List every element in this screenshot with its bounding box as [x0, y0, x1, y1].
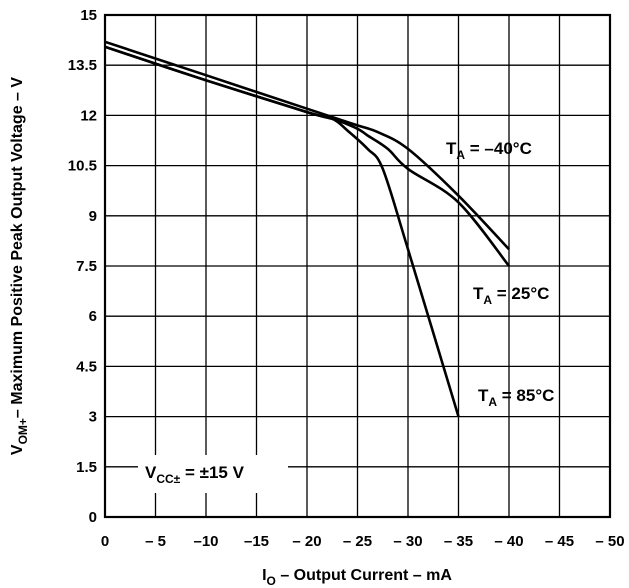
y-tick-label: 10.5	[68, 158, 97, 175]
plot-frame	[103, 13, 612, 519]
x-tick-label: –10	[193, 533, 218, 550]
vcc-label-background	[138, 455, 288, 493]
grid-lines	[105, 15, 610, 517]
x-axis-label: IO – Output Current – mA	[262, 567, 452, 588]
y-tick-label: 3	[89, 409, 97, 426]
x-tick-label: – 50	[595, 533, 624, 550]
x-tick-labels: 0 – 5 –10 –15 – 20 – 25 – 30 – 35 – 40 – 45 – 50	[101, 533, 625, 550]
x-tick-label: – 20	[292, 533, 321, 550]
y-tick-label: 7.5	[76, 258, 97, 275]
y-tick-label: 9	[89, 208, 97, 225]
y-tick-label: 0	[89, 509, 97, 526]
annotation-vcc: VCC± = ±15 V	[145, 463, 245, 486]
y-tick-label: 12	[80, 107, 97, 124]
y-tick-label: 1.5	[76, 459, 97, 476]
y-tick-label: 13.5	[68, 57, 97, 74]
x-tick-label: – 45	[545, 533, 574, 550]
y-tick-label: 4.5	[76, 358, 97, 375]
y-axis-label: VOM+– Maximum Positive Peak Output Volta…	[9, 77, 30, 455]
x-tick-label: – 30	[393, 533, 422, 550]
annotation-t-85: TA = 85°C	[478, 386, 554, 409]
y-tick-labels: 0 1.5 3 4.5 6 7.5 9 10.5 12 13.5 15	[68, 7, 97, 526]
x-tick-label: – 5	[145, 533, 166, 550]
annotation-t-25: TA = 25°C	[473, 284, 549, 307]
y-tick-label: 15	[80, 7, 97, 24]
x-tick-label: – 40	[494, 533, 523, 550]
x-tick-label: 0	[101, 533, 109, 550]
x-tick-label: – 25	[343, 533, 372, 550]
x-tick-label: –15	[244, 533, 269, 550]
annotation-t-minus40: TA = –40°C	[446, 139, 532, 162]
x-tick-label: – 35	[444, 533, 473, 550]
series-curves	[104, 40, 511, 417]
series-curve-2	[104, 45, 460, 417]
series-curve-0	[104, 40, 510, 251]
y-tick-label: 6	[89, 308, 97, 325]
